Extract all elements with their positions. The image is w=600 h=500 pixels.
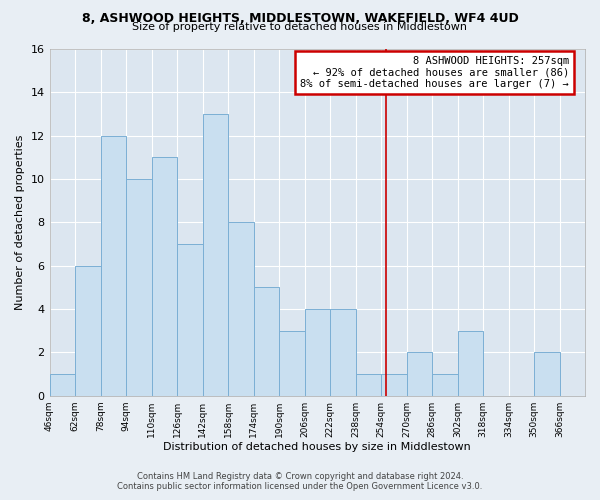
Bar <box>152 158 177 396</box>
Bar <box>126 179 152 396</box>
Bar <box>101 136 126 396</box>
Bar <box>177 244 203 396</box>
Bar <box>330 309 356 396</box>
Text: 8, ASHWOOD HEIGHTS, MIDDLESTOWN, WAKEFIELD, WF4 4UD: 8, ASHWOOD HEIGHTS, MIDDLESTOWN, WAKEFIE… <box>82 12 518 24</box>
Bar <box>432 374 458 396</box>
Text: 8 ASHWOOD HEIGHTS: 257sqm
← 92% of detached houses are smaller (86)
8% of semi-d: 8 ASHWOOD HEIGHTS: 257sqm ← 92% of detac… <box>300 56 569 89</box>
Y-axis label: Number of detached properties: Number of detached properties <box>15 134 25 310</box>
Bar <box>305 309 330 396</box>
Bar <box>228 222 254 396</box>
Bar <box>458 330 483 396</box>
Bar <box>279 330 305 396</box>
Text: Contains HM Land Registry data © Crown copyright and database right 2024.
Contai: Contains HM Land Registry data © Crown c… <box>118 472 482 491</box>
Bar <box>203 114 228 396</box>
Bar <box>381 374 407 396</box>
Bar <box>50 374 75 396</box>
X-axis label: Distribution of detached houses by size in Middlestown: Distribution of detached houses by size … <box>163 442 471 452</box>
Bar <box>75 266 101 396</box>
Bar <box>534 352 560 396</box>
Bar <box>254 288 279 396</box>
Bar <box>407 352 432 396</box>
Bar <box>356 374 381 396</box>
Text: Size of property relative to detached houses in Middlestown: Size of property relative to detached ho… <box>133 22 467 32</box>
